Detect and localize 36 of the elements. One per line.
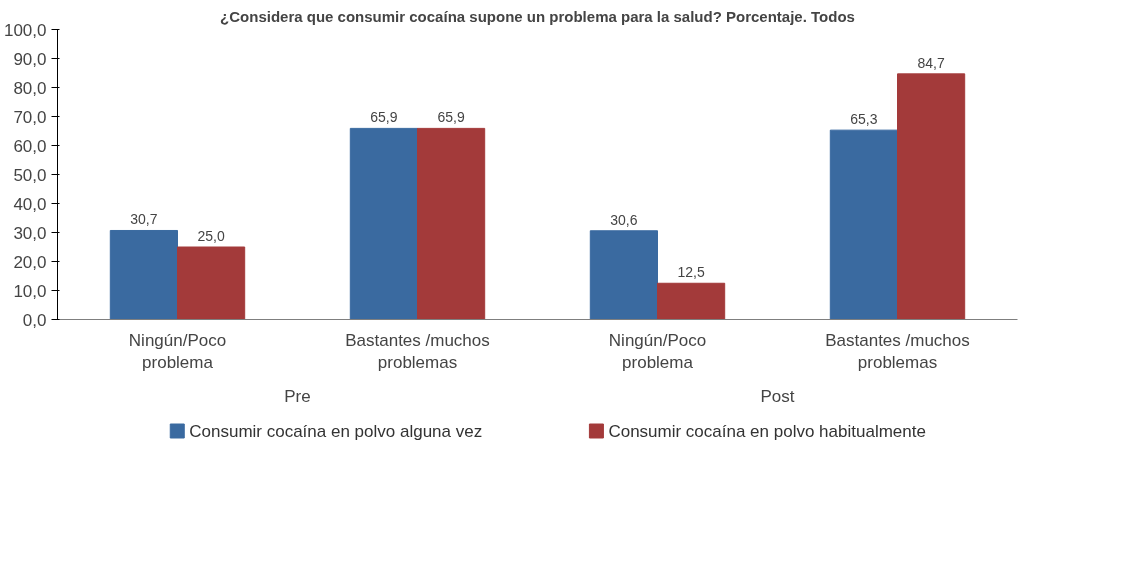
legend-label: Consumir cocaína en polvo alguna vez <box>189 421 483 441</box>
chart-title: ¿Considera que consumir cocaína supone un problema para la salud? Porcentaje. Todos <box>220 7 855 25</box>
y-tick-label: 80,0 <box>13 78 47 98</box>
y-tick-label: 40,0 <box>13 194 47 214</box>
text: Pre <box>284 386 311 406</box>
y-tick-label: 90,0 <box>13 49 47 69</box>
y-tick-label: 20,0 <box>13 252 47 272</box>
data-label: 84,7 <box>917 54 945 71</box>
y-tick-label: 10,0 <box>13 281 47 301</box>
x-tick-label: Bastantes /muchos problemas <box>825 330 970 373</box>
legend-label: Consumir cocaína en polvo habitualmente <box>608 421 926 441</box>
y-tick-label: 50,0 <box>13 165 47 185</box>
data-label: 25,0 <box>197 228 225 244</box>
bar <box>897 73 966 320</box>
data-label: 30,7 <box>130 211 158 228</box>
x-tick-label: Ningún/Poco problema <box>608 330 707 373</box>
y-tick-label: 30,0 <box>13 223 47 243</box>
data-label: 65,3 <box>850 111 878 128</box>
y-tick-label: 0,0 <box>22 310 47 330</box>
data-label: 12,5 <box>677 264 705 281</box>
bar <box>589 230 658 320</box>
bar <box>177 246 246 320</box>
data-label: 65,9 <box>437 109 465 126</box>
y-tick-label: 70,0 <box>13 107 47 127</box>
y-tick-label: 100,0 <box>3 20 47 40</box>
data-label: 30,6 <box>610 211 638 228</box>
bar <box>657 282 726 320</box>
text: Post <box>760 386 795 406</box>
data-label: 65,9 <box>370 109 398 126</box>
bar <box>349 127 418 320</box>
bar <box>417 127 486 320</box>
y-tick-label: 60,0 <box>13 136 47 156</box>
bar <box>829 129 898 320</box>
x-tick-label: Bastantes /muchos problemas <box>345 330 490 373</box>
bar <box>109 229 178 320</box>
x-tick-label: Ningún/Poco problema <box>128 330 227 373</box>
